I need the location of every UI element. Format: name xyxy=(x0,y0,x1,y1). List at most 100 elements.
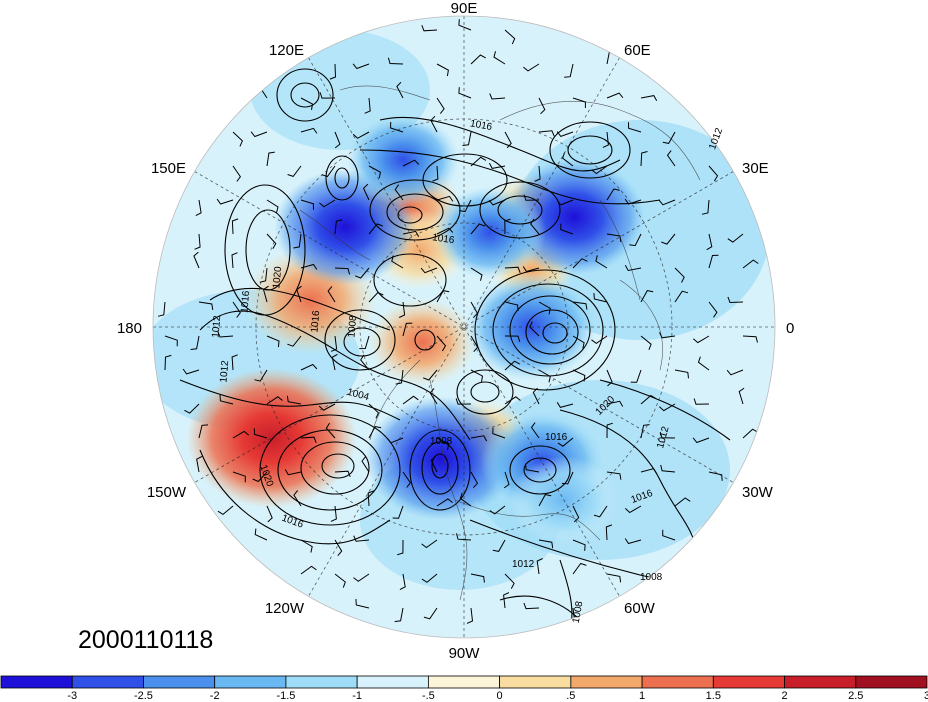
wind-barb xyxy=(504,301,519,312)
wind-barb xyxy=(572,97,586,108)
contour-label: 1016 xyxy=(239,290,252,314)
wind-barb xyxy=(462,131,472,146)
wind-barb xyxy=(459,492,472,507)
wind-barb xyxy=(640,95,658,102)
wind-barb xyxy=(232,301,241,318)
colorbar-swatch xyxy=(784,675,857,689)
wind-barb xyxy=(572,562,587,575)
wind-barb xyxy=(436,437,450,450)
wind-barb xyxy=(504,266,521,273)
wind-barb xyxy=(666,150,676,167)
wind-barb xyxy=(287,165,302,177)
wind-barb xyxy=(522,266,540,273)
wind-barb xyxy=(556,131,574,137)
colorbar-tick-label: 1 xyxy=(639,690,645,702)
wind-barb xyxy=(300,97,314,110)
coastlines xyxy=(299,85,701,601)
wind-barb xyxy=(624,505,642,514)
wind-barb xyxy=(352,131,370,139)
wind-barb xyxy=(503,592,510,609)
wind-barb xyxy=(300,436,317,443)
wind-barb xyxy=(360,354,370,371)
wind-barb xyxy=(300,199,314,210)
wind-barb xyxy=(470,335,479,353)
wind-barb xyxy=(232,165,242,182)
colorbar-swatch xyxy=(285,675,358,689)
wind-barb xyxy=(361,456,370,473)
wind-barb xyxy=(562,152,574,167)
colorbar-tick-label: 2 xyxy=(781,690,787,702)
contour-label: 1016 xyxy=(309,310,322,334)
wind-barb xyxy=(470,369,484,383)
wind-barb xyxy=(489,93,506,100)
wind-barb xyxy=(334,539,343,557)
wind-barb xyxy=(572,301,588,310)
wind-barb xyxy=(523,602,540,610)
wind-barb xyxy=(402,230,420,237)
colorbar-swatch xyxy=(143,675,216,689)
graticule xyxy=(153,16,775,638)
wind-barb xyxy=(538,97,546,115)
wind-barb xyxy=(606,369,613,387)
wind-barb xyxy=(538,130,555,137)
wind-barb xyxy=(219,394,234,405)
wind-barb xyxy=(432,165,439,182)
wind-barb xyxy=(492,539,506,552)
longitude-label: 90W xyxy=(449,645,481,662)
negative-anomaly-blob xyxy=(365,396,517,521)
wind-barb xyxy=(708,254,719,269)
wind-barb xyxy=(572,539,586,551)
wind-barb xyxy=(300,263,318,270)
wind-barb xyxy=(334,131,341,149)
colorbar-tick-label: 0 xyxy=(497,690,503,702)
colorbar-tick-label: -1.5 xyxy=(276,690,295,702)
wind-barb xyxy=(402,395,419,405)
wind-barb xyxy=(640,394,657,405)
wind-barb xyxy=(296,285,302,303)
wind-barb xyxy=(659,332,676,339)
wind-barb xyxy=(420,267,438,274)
wind-barb xyxy=(429,388,438,405)
longitude-label: 150E xyxy=(151,160,186,177)
wind-barb xyxy=(300,539,313,553)
colorbar-tick-label: 3 xyxy=(924,690,928,702)
wind-barb xyxy=(352,63,370,70)
contour-label: 1012 xyxy=(707,126,725,151)
wind-barb xyxy=(286,395,302,405)
wind-barb xyxy=(591,165,608,175)
contour-label: 1016 xyxy=(431,232,455,246)
longitude-label: 150W xyxy=(147,484,187,501)
wind-barb xyxy=(557,437,574,447)
wind-barb xyxy=(605,524,613,541)
wind-barb xyxy=(488,162,506,169)
wind-barb xyxy=(319,199,336,208)
wind-barb xyxy=(368,403,380,419)
map-disk-outline xyxy=(152,15,776,639)
wind-barb xyxy=(708,471,723,481)
wind-barb xyxy=(523,194,540,201)
colorbar-tick-label: .5 xyxy=(566,690,575,702)
wind-barb xyxy=(254,528,268,541)
wind-barb xyxy=(430,115,438,133)
wind-barb xyxy=(262,285,269,303)
wind-barb xyxy=(392,505,404,519)
wind-barb xyxy=(504,218,511,235)
wind-barb xyxy=(591,335,608,345)
contour-label: 1008 xyxy=(430,436,453,447)
colorbar-tick-label: -1 xyxy=(352,690,362,702)
wind-barb xyxy=(184,403,200,414)
wind-barb xyxy=(556,199,574,206)
wind-barb xyxy=(164,354,172,371)
negative-anomaly-blob xyxy=(464,273,597,381)
wind-barb xyxy=(674,497,691,507)
wind-barb xyxy=(394,607,404,623)
longitude-label: 30W xyxy=(742,484,774,501)
wind-barb xyxy=(367,490,374,507)
wind-barb xyxy=(266,151,275,167)
wind-barb xyxy=(489,505,506,515)
wind-barb xyxy=(394,184,404,201)
colorbar-swatch xyxy=(427,675,501,689)
wind-barb xyxy=(421,573,438,583)
wind-barb xyxy=(266,233,277,250)
